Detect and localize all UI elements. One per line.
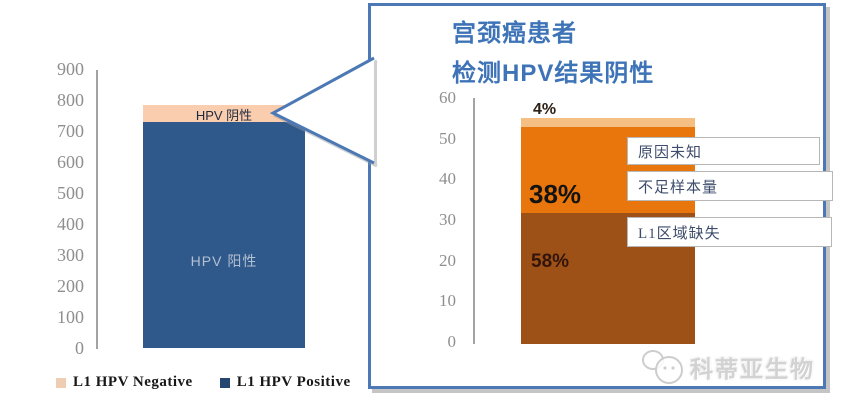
y-tick-label: 400 bbox=[57, 214, 84, 234]
left-y-axis-line bbox=[96, 70, 98, 349]
legend-label-positive: L1 HPV Positive bbox=[236, 374, 351, 390]
callout-pointer-icon bbox=[269, 56, 375, 165]
watermark: 科蒂亚生物 bbox=[640, 348, 815, 386]
watermark-logo bbox=[642, 350, 683, 384]
callout-title-line1: 宫颈癌患者 bbox=[452, 20, 577, 47]
pct-label-58: 58% bbox=[531, 251, 570, 272]
y-tick-label: 200 bbox=[57, 276, 84, 296]
y-tick-label: 600 bbox=[57, 152, 84, 172]
legend: L1 HPV Negative L1 HPV Positive bbox=[56, 374, 351, 391]
hpv-negative-segment-label: HPV 阴性 bbox=[195, 108, 253, 123]
y-tick-label: 100 bbox=[57, 307, 84, 327]
callout-title-line2: 检测HPV结果阴性 bbox=[452, 60, 655, 87]
annotation-reason-unknown: 原因未知 bbox=[627, 137, 820, 165]
legend-item-negative: L1 HPV Negative bbox=[56, 374, 193, 391]
watermark-text: 科蒂亚生物 bbox=[690, 356, 815, 382]
left-stacked-bar bbox=[143, 104, 305, 348]
bar-segment-reason-unknown bbox=[521, 118, 695, 128]
y-tick-label: 300 bbox=[57, 245, 84, 265]
legend-swatch-negative-icon bbox=[56, 377, 66, 388]
y-tick-label: 700 bbox=[57, 121, 84, 141]
pct-label-4: 4% bbox=[533, 101, 557, 118]
legend-item-positive: L1 HPV Positive bbox=[219, 374, 351, 391]
annotation-insufficient-sample: 不足样本量 bbox=[627, 171, 833, 201]
y-tick-label: 900 bbox=[57, 59, 84, 79]
y-tick-label: 0 bbox=[75, 338, 84, 358]
bar-segment-hpv-negative bbox=[143, 104, 305, 122]
annotation-l1-region-missing: L1区域缺失 bbox=[627, 217, 832, 247]
legend-swatch-positive-icon bbox=[219, 377, 230, 388]
y-tick-label: 800 bbox=[57, 90, 84, 110]
bar-segment-hpv-positive bbox=[143, 121, 305, 348]
y-tick-label: 500 bbox=[57, 183, 84, 203]
callout-title: 宫颈癌患者 检测HPV结果阴性 bbox=[452, 14, 654, 94]
legend-label-negative: L1 HPV Negative bbox=[73, 374, 193, 390]
hpv-positive-segment-label: HPV 阳性 bbox=[190, 253, 258, 269]
right-y-axis-line bbox=[473, 98, 475, 344]
pct-label-38: 38% bbox=[529, 179, 582, 209]
